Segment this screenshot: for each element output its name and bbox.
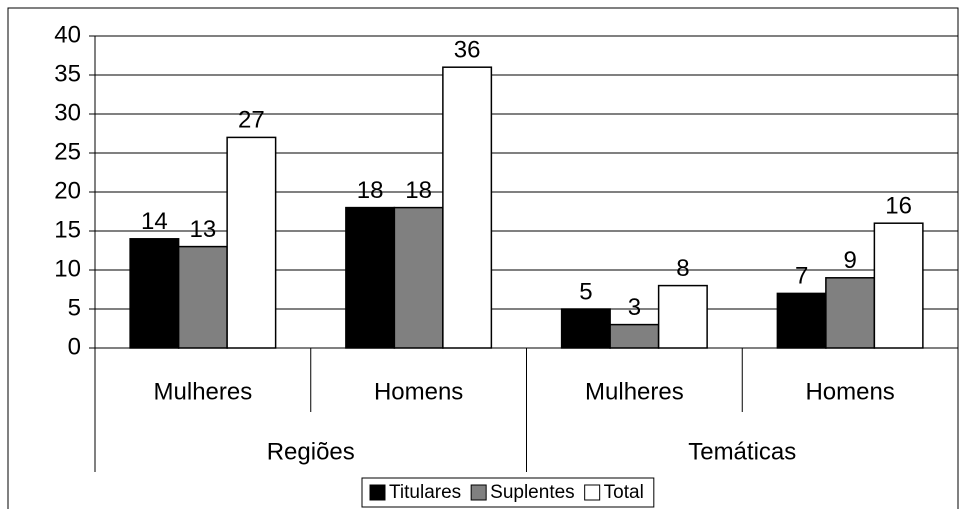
legend: Titulares Suplentes Total bbox=[361, 477, 655, 508]
y-tick-label: 40 bbox=[54, 21, 81, 48]
bar bbox=[393, 206, 444, 349]
data-label: 8 bbox=[676, 255, 689, 282]
y-tick-label: 10 bbox=[54, 255, 81, 282]
data-label: 13 bbox=[190, 216, 217, 243]
group-label: Temáticas bbox=[688, 438, 796, 465]
bar bbox=[129, 238, 180, 349]
y-tick-label: 25 bbox=[54, 138, 81, 165]
data-label: 7 bbox=[795, 263, 808, 290]
bar bbox=[442, 66, 493, 349]
bar bbox=[345, 206, 396, 349]
data-label: 14 bbox=[141, 208, 168, 235]
bar bbox=[873, 222, 924, 349]
y-tick-label: 5 bbox=[68, 294, 81, 321]
legend-swatch bbox=[584, 484, 601, 501]
legend-label: Suplentes bbox=[490, 482, 575, 503]
legend-swatch bbox=[470, 484, 487, 501]
chart-frame bbox=[7, 7, 959, 509]
data-label: 16 bbox=[885, 193, 912, 220]
legend-label: Total bbox=[604, 482, 644, 503]
data-label: 36 bbox=[454, 37, 481, 64]
bar bbox=[609, 323, 660, 349]
bar bbox=[177, 245, 228, 349]
data-label: 18 bbox=[405, 177, 432, 204]
data-label: 3 bbox=[628, 294, 641, 321]
x-tick-label: Homens bbox=[374, 378, 463, 405]
x-tick-label: Homens bbox=[805, 378, 894, 405]
data-label: 27 bbox=[238, 107, 265, 134]
x-tick-label: Mulheres bbox=[154, 378, 253, 405]
x-tick-label: Mulheres bbox=[585, 378, 684, 405]
data-label: 9 bbox=[843, 247, 856, 274]
y-tick-label: 20 bbox=[54, 177, 81, 204]
bar bbox=[657, 284, 708, 349]
bar bbox=[825, 277, 876, 349]
bar bbox=[226, 136, 277, 349]
legend-swatch bbox=[369, 484, 386, 501]
group-label: Regiões bbox=[267, 438, 355, 465]
bar bbox=[560, 308, 611, 349]
y-tick-label: 0 bbox=[68, 333, 81, 360]
data-label: 18 bbox=[357, 177, 384, 204]
data-label: 5 bbox=[579, 278, 592, 305]
bar bbox=[776, 292, 827, 349]
y-tick-label: 35 bbox=[54, 60, 81, 87]
y-tick-label: 30 bbox=[54, 99, 81, 126]
legend-label: Titulares bbox=[389, 482, 461, 503]
legend-box bbox=[361, 477, 655, 508]
y-tick-label: 15 bbox=[54, 216, 81, 243]
